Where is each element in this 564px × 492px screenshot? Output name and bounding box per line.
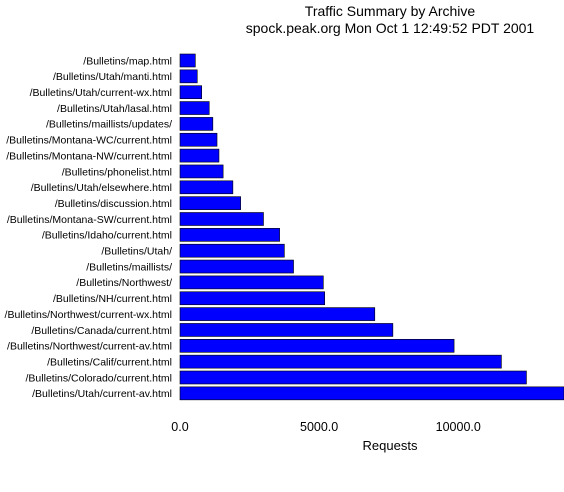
bar [179, 323, 394, 337]
bar-series [179, 53, 564, 401]
category-label: /Bulletins/Utah/manti.html [53, 71, 172, 83]
bar [179, 148, 220, 163]
bar [179, 228, 280, 242]
category-label: /Bulletins/map.html [83, 55, 172, 67]
category-label: /Bulletins/Canada/current.html [31, 325, 172, 337]
x-tick-label: 10000.0 [436, 420, 481, 434]
bar [179, 196, 241, 210]
category-label: /Bulletins/discussion.html [55, 198, 172, 210]
bar [179, 291, 325, 306]
bar [179, 117, 214, 131]
bar [179, 370, 527, 385]
category-labels: /Bulletins/map.html/Bulletins/Utah/manti… [5, 55, 173, 400]
bar [179, 307, 376, 321]
category-label: /Bulletins/maillists/ [86, 261, 172, 273]
bar [179, 259, 294, 274]
category-label: /Bulletins/Utah/lasal.html [57, 103, 172, 115]
category-label: /Bulletins/Montana-WC/current.html [6, 135, 172, 147]
bar [179, 132, 218, 147]
category-label: /Bulletins/maillists/updates/ [46, 119, 172, 131]
category-label: /Bulletins/Montana-SW/current.html [7, 214, 172, 226]
category-label: /Bulletins/NH/current.html [53, 293, 172, 305]
category-label: /Bulletins/Utah/ [101, 246, 172, 258]
bar [179, 275, 324, 290]
bar [179, 212, 264, 226]
bar [179, 180, 234, 195]
category-label: /Bulletins/phonelist.html [62, 166, 172, 178]
bar [179, 53, 196, 68]
x-axis-ticks: 0.0 5000.0 10000.0 [171, 420, 481, 434]
x-axis-title: Requests [363, 438, 418, 453]
category-label: /Bulletins/Utah/current-wx.html [30, 87, 172, 99]
bar [179, 85, 203, 99]
bar [179, 338, 455, 353]
category-label: /Bulletins/Calif/current.html [47, 356, 172, 368]
category-label: /Bulletins/Montana-NW/current.html [6, 150, 172, 162]
category-label: /Bulletins/Idaho/current.html [42, 230, 172, 242]
category-label: /Bulletins/Utah/elsewhere.html [31, 182, 172, 194]
bar [179, 101, 210, 115]
bar [179, 354, 502, 369]
bar [179, 386, 564, 401]
category-label: /Bulletins/Colorado/current.html [26, 372, 172, 384]
x-tick-label: 5000.0 [300, 420, 338, 434]
x-tick-label: 0.0 [171, 420, 188, 434]
bar [179, 69, 198, 84]
bar [179, 243, 285, 258]
category-label: /Bulletins/Northwest/current-av.html [7, 341, 172, 353]
category-label: /Bulletins/Northwest/current-wx.html [5, 309, 172, 321]
category-label: /Bulletins/Utah/current-av.html [32, 388, 172, 400]
chart-title: Traffic Summary by Archive [305, 3, 476, 19]
chart-subtitle: spock.peak.org Mon Oct 1 12:49:52 PDT 20… [246, 20, 535, 36]
bar [179, 164, 224, 179]
category-label: /Bulletins/Northwest/ [76, 277, 172, 289]
